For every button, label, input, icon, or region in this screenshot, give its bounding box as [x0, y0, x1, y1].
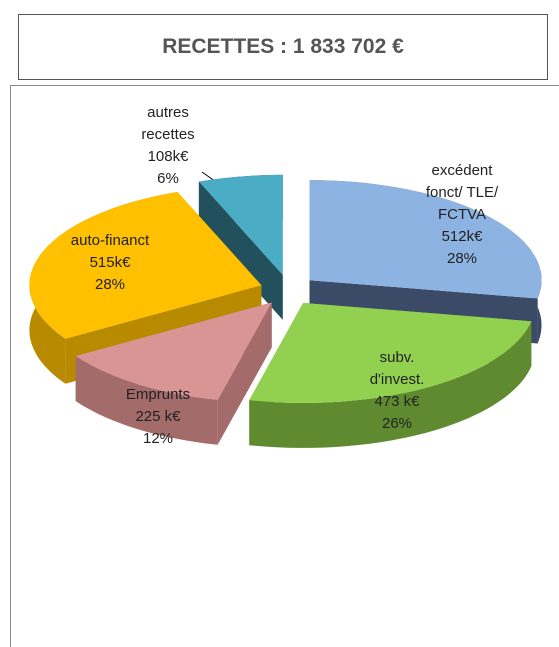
data-label: auto-financt 515k€ 28% [70, 230, 150, 296]
slice [309, 180, 542, 299]
data-label: Emprunts 225 k€ 12% [113, 384, 203, 450]
slice-wall [249, 321, 532, 448]
slice [198, 174, 283, 275]
slice-wall [75, 356, 218, 445]
percent-label: 26% [381, 415, 413, 432]
category-label: auto-financt [70, 232, 150, 249]
slice [29, 192, 262, 339]
data-label: autres recettes 108k€ 6% [128, 102, 208, 190]
value-label: 225 k€ [135, 408, 181, 425]
data-label: subv. d'invest. 473 k€ 26% [352, 347, 442, 435]
category-label: autres recettes [141, 104, 195, 143]
chart-title: RECETTES : 1 833 702 € [18, 14, 548, 80]
value-label: 108k€ [147, 148, 189, 165]
slice [75, 302, 272, 400]
percent-label: 28% [94, 276, 126, 293]
percent-label: 6% [157, 170, 179, 187]
category-label: excédent fonct/ TLE/ FCTVA [425, 162, 499, 223]
percent-label: 12% [142, 430, 174, 447]
value-label: 473 k€ [374, 393, 420, 410]
data-label: excédent fonct/ TLE/ FCTVA 512k€ 28% [412, 160, 512, 270]
value-label: 512k€ [441, 228, 483, 245]
chart-frame [10, 85, 559, 647]
slice [249, 302, 532, 403]
category-label: Emprunts [125, 386, 191, 403]
category-label: subv. d'invest. [369, 349, 425, 388]
percent-label: 28% [446, 250, 478, 267]
value-label: 515k€ [89, 254, 131, 271]
